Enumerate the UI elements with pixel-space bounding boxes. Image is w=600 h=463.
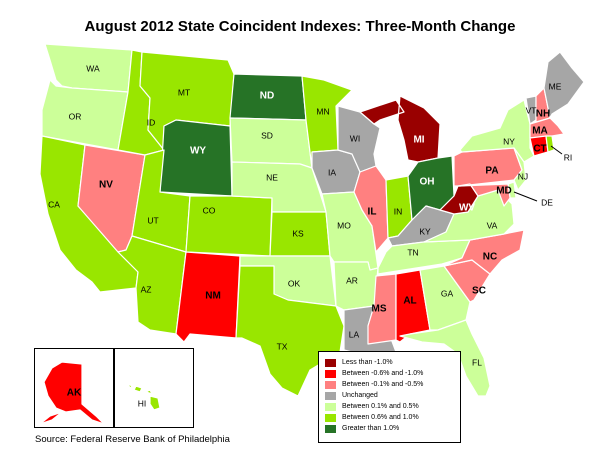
state-label-id: ID <box>147 117 156 127</box>
state-label-me: ME <box>549 81 562 91</box>
state-ri <box>545 135 555 153</box>
state-label-ma: MA <box>532 126 548 137</box>
state-label-nh: NH <box>536 109 550 120</box>
state-label-vt: VT <box>526 105 537 115</box>
state-label-ar: AR <box>346 275 358 285</box>
leader-line-de <box>513 191 538 202</box>
alaska-inset-frame <box>34 348 115 428</box>
states-layer <box>39 43 585 425</box>
state-label-nc: NC <box>483 252 497 263</box>
state-label-la: LA <box>349 329 360 339</box>
state-label-tn: TN <box>407 247 418 257</box>
source-note: Source: Federal Reserve Bank of Philadel… <box>35 434 230 445</box>
legend-swatch <box>325 402 336 411</box>
state-label-ct: CT <box>533 144 546 155</box>
legend-label: Greater than 1.0% <box>342 425 400 432</box>
state-label-ga: GA <box>441 288 454 298</box>
labels-layer: WA OR CA NV ID MT WY UT CO AZ NM ND SD NE KS OK TX MN IA MO… <box>48 63 572 408</box>
state-label-pa: PA <box>485 166 498 177</box>
legend-label: Between 0.6% and 1.0% <box>342 414 419 421</box>
map-title: August 2012 State Coincident Indexes: Th… <box>84 18 516 35</box>
state-label-oh: OH <box>420 177 435 188</box>
state-label-nd: ND <box>260 91 274 102</box>
state-label-ks: KS <box>292 228 304 238</box>
state-label-nj: NJ <box>518 171 528 181</box>
legend: Less than -1.0% Between -0.6% and -1.0% … <box>318 351 461 443</box>
state-label-mo: MO <box>337 220 351 230</box>
state-fl <box>399 319 491 397</box>
legend-label: Between 0.1% and 0.5% <box>342 403 419 410</box>
legend-item-gt1: Greater than 1.0% <box>325 423 454 434</box>
state-label-il: IL <box>368 207 377 218</box>
state-label-ut: UT <box>147 215 158 225</box>
state-il <box>353 165 389 253</box>
state-wy <box>159 119 233 197</box>
state-label-wv: WV <box>459 203 475 214</box>
legend-swatch <box>325 369 336 378</box>
state-label-va: VA <box>487 220 498 230</box>
state-label-de: DE <box>541 197 553 207</box>
legend-label: Unchanged <box>342 392 378 399</box>
legend-swatch <box>325 413 336 422</box>
state-hi <box>127 383 161 411</box>
state-label-or: OR <box>69 111 82 121</box>
state-nj <box>513 147 527 191</box>
legend-item-neg01-neg05: Between -0.1% and -0.5% <box>325 379 454 390</box>
legend-swatch <box>325 358 336 367</box>
state-label-hi: HI <box>138 398 147 408</box>
hawaii-inset-frame <box>113 348 194 428</box>
legend-item-p01-05: Between 0.1% and 0.5% <box>325 401 454 412</box>
legend-swatch <box>325 380 336 389</box>
state-label-sd: SD <box>261 130 273 140</box>
leader-line-ri <box>550 145 563 155</box>
state-label-mn: MN <box>316 106 329 116</box>
state-ak <box>39 361 105 425</box>
state-label-mi: MI <box>413 135 424 146</box>
legend-label: Between -0.1% and -0.5% <box>342 381 424 388</box>
legend-item-lt-neg1: Less than -1.0% <box>325 357 454 368</box>
state-label-al: AL <box>403 296 416 307</box>
state-co <box>185 195 273 257</box>
state-label-ms: MS <box>372 304 387 315</box>
legend-item-unchanged: Unchanged <box>325 390 454 401</box>
state-label-ri: RI <box>564 152 573 162</box>
state-label-co: CO <box>203 205 216 215</box>
state-label-in: IN <box>394 206 403 216</box>
state-me <box>543 51 585 119</box>
leader-lines-layer <box>513 145 563 202</box>
state-label-nv: NV <box>99 180 113 191</box>
state-md <box>457 183 511 207</box>
legend-item-neg06-neg1: Between -0.6% and -1.0% <box>325 368 454 379</box>
state-label-mt: MT <box>178 87 190 97</box>
state-label-az: AZ <box>141 284 152 294</box>
state-label-tx: TX <box>277 341 288 351</box>
state-label-fl: FL <box>472 357 482 367</box>
state-label-wy: WY <box>190 146 206 157</box>
state-label-sc: SC <box>472 286 486 297</box>
legend-swatch <box>325 424 336 433</box>
state-label-wa: WA <box>86 63 100 73</box>
state-label-nm: NM <box>205 291 221 302</box>
state-label-ca: CA <box>48 199 60 209</box>
state-label-ia: IA <box>328 167 336 177</box>
state-label-wi: WI <box>350 133 360 143</box>
state-label-ky: KY <box>419 226 431 236</box>
state-label-ok: OK <box>288 278 301 288</box>
legend-label: Less than -1.0% <box>342 359 393 366</box>
state-label-ak: AK <box>67 388 82 399</box>
legend-item-p06-1: Between 0.6% and 1.0% <box>325 412 454 423</box>
state-label-ny: NY <box>503 136 515 146</box>
state-sd <box>229 117 313 169</box>
state-label-md: MD <box>496 186 512 197</box>
legend-swatch <box>325 391 336 400</box>
state-label-ne: NE <box>266 172 278 182</box>
legend-label: Between -0.6% and -1.0% <box>342 370 424 377</box>
